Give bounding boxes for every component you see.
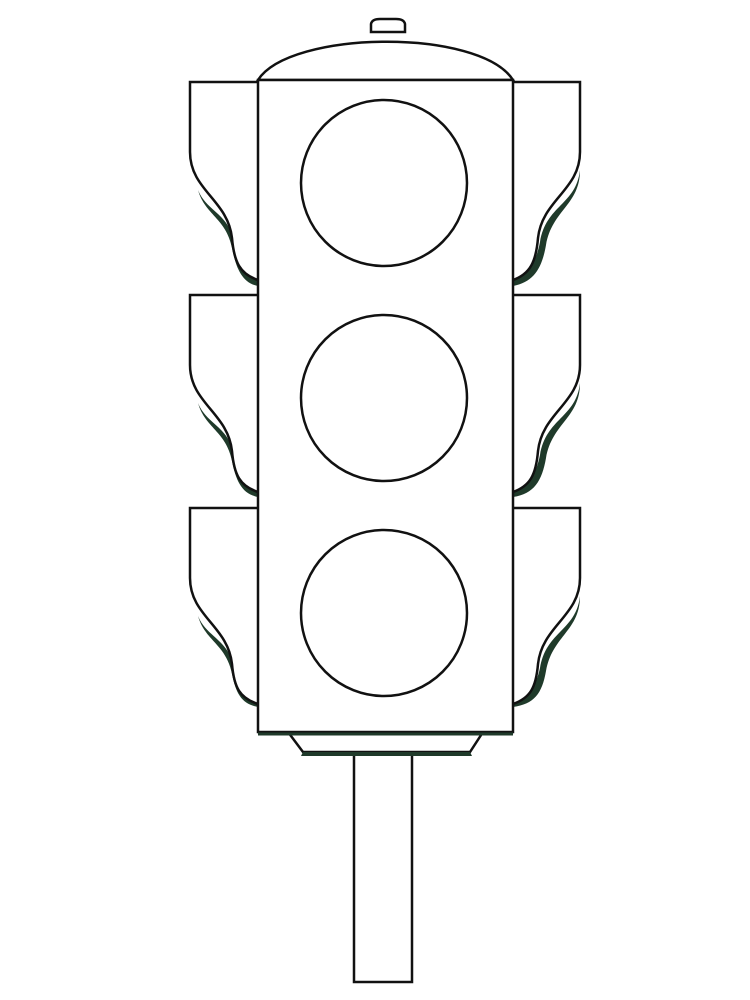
lamp-bottom [299,528,469,698]
visor-left-bottom [188,506,259,706]
visor-right-bottom-shadow [513,596,580,707]
right-visors [512,80,582,707]
visor-right-bottom [512,506,582,706]
lamp-top [299,98,469,268]
visor-right-top-shadow [513,170,580,286]
visor-left-mid [188,293,259,494]
visor-left-bottom-shadow [198,616,258,707]
lamps [299,98,469,698]
top-knob [369,17,407,34]
visor-left-mid-shadow [198,403,258,497]
visor-left-top [188,80,259,282]
base-mount-shadow [301,752,472,756]
visor-right-mid [512,293,582,494]
left-visors [188,80,259,707]
lamp-middle [299,313,469,483]
pole [352,745,414,984]
top-cap [255,40,516,82]
visor-right-mid-shadow [513,383,580,497]
visor-right-top [512,80,582,282]
visor-left-top-shadow [198,190,258,286]
